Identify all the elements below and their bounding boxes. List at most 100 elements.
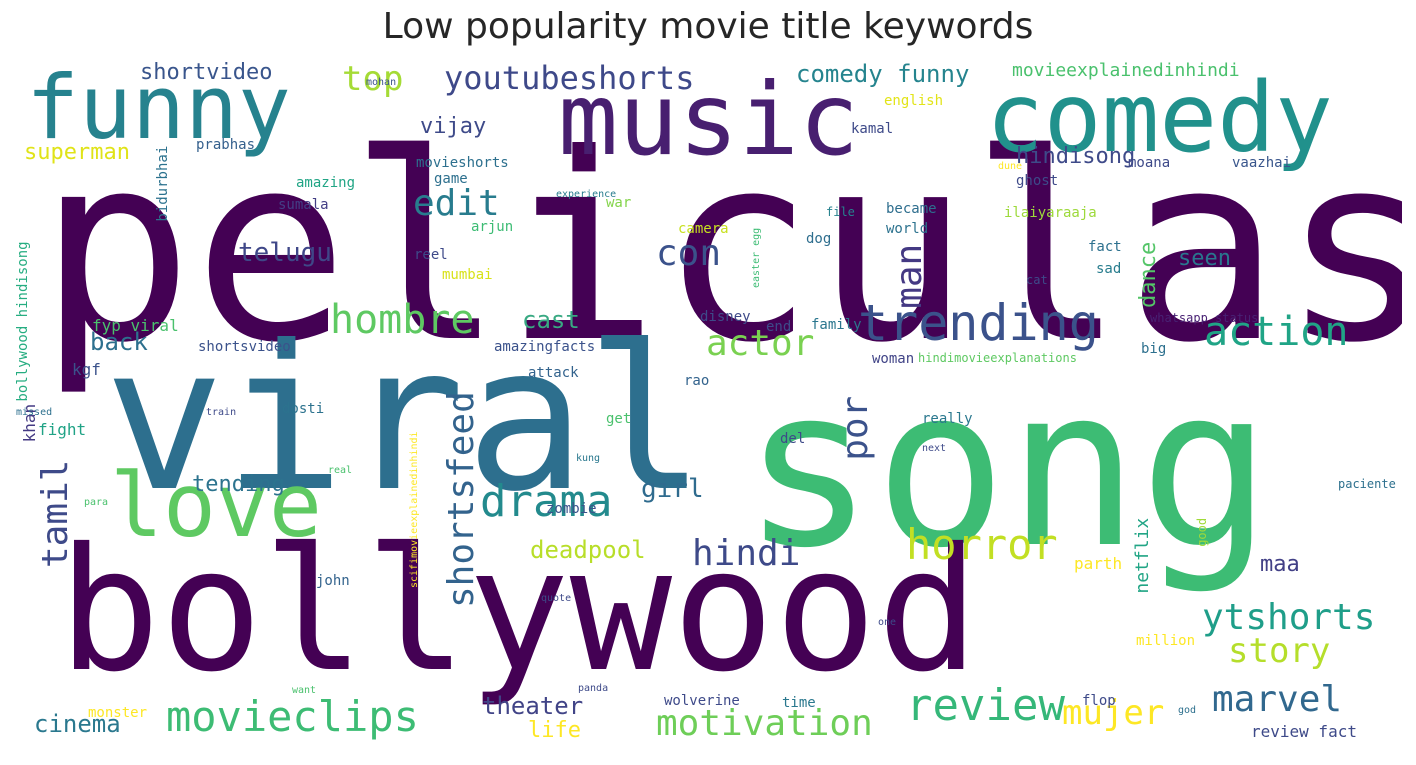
word-woman: woman <box>872 351 915 367</box>
word-big: big <box>1141 341 1167 357</box>
word-fyp-viral: fyp viral <box>92 316 179 335</box>
word-panda: panda <box>578 683 609 694</box>
word-actor: actor <box>706 323 815 364</box>
word-cloud: peliculas song viral bollywood music comedy fu… <box>16 62 1402 754</box>
word-mohan: mohan <box>366 77 397 88</box>
word-world: world <box>886 221 929 237</box>
word-file: file <box>826 205 855 219</box>
word-family: family <box>811 317 862 333</box>
word-vaazhai: vaazhai <box>1232 155 1292 171</box>
word-dune: dune <box>998 161 1023 172</box>
word-bollywood-hindisong: bollywood hindisong <box>16 241 31 402</box>
word-real: real <box>328 465 353 476</box>
word-back: back <box>90 328 148 356</box>
word-por: por <box>835 395 876 461</box>
word-really: really <box>922 411 973 427</box>
word-superman: superman <box>24 140 130 165</box>
word-edit: edit <box>413 183 500 224</box>
word-train: train <box>206 407 237 418</box>
word-cat: cat <box>1026 273 1048 287</box>
word-dog: dog <box>806 231 832 247</box>
word-life: life <box>528 718 581 743</box>
word-horror: horror <box>906 520 1058 569</box>
word-kung: kung <box>576 453 601 464</box>
word-man: man <box>889 243 930 309</box>
word-attack: attack <box>528 365 579 381</box>
word-youtubeshorts: youtubeshorts <box>444 62 695 97</box>
word-hindimovieexplanations: hindimovieexplanations <box>918 351 1077 365</box>
word-war: war <box>606 195 632 211</box>
word-scifimovieexplainedinhindi: scifimovieexplainedinhindi <box>409 431 420 588</box>
word-movieexplainedinhindi: movieexplainedinhindi <box>1012 62 1240 81</box>
word-became: became <box>886 201 937 217</box>
word-cinema: cinema <box>34 710 121 738</box>
word-shortvideo: shortvideo <box>140 62 273 85</box>
word-seen: seen <box>1178 246 1231 271</box>
word-want: want <box>292 685 317 696</box>
word-con: con <box>656 233 722 274</box>
word-kamal: kamal <box>851 121 894 137</box>
word-tending: tending <box>192 472 285 497</box>
word-mujer: mujer <box>1062 693 1165 733</box>
word-trending: trending <box>858 294 1099 352</box>
word-movieshorts: movieshorts <box>416 155 509 171</box>
word-english: english <box>884 93 944 109</box>
word-disney: disney <box>700 309 751 325</box>
word-motivation: motivation <box>656 703 873 744</box>
word-mumbai: mumbai <box>442 267 493 283</box>
word-game: game <box>434 171 468 187</box>
word-music: music <box>558 62 860 178</box>
word-drama: drama <box>480 476 613 527</box>
word-movieclips: movieclips <box>166 692 419 741</box>
word-cast: cast <box>522 306 580 334</box>
word-god: god <box>1178 705 1197 716</box>
word-john: john <box>316 573 350 589</box>
word-sad: sad <box>1096 261 1122 277</box>
word-netflix: netflix <box>1132 517 1153 594</box>
word-prabhas: prabhas <box>196 137 256 153</box>
word-camera: camera <box>678 221 729 237</box>
word-amazing: amazing <box>296 175 356 191</box>
word-hindisong: hindisong <box>1016 144 1136 169</box>
word-kgf: kgf <box>72 360 101 379</box>
word-parth: parth <box>1074 554 1123 573</box>
word-one: one <box>878 617 897 628</box>
word-monster: monster <box>88 705 148 721</box>
word-top: top <box>342 62 404 99</box>
word-amazingfacts: amazingfacts <box>494 339 596 355</box>
word-comedy: comedy <box>986 62 1333 174</box>
word-time: time <box>782 695 816 711</box>
word-bidurbhai: bidurbhai <box>155 145 171 222</box>
word-review-fact: review fact <box>1251 722 1357 741</box>
word-rao: rao <box>684 373 710 389</box>
word-zombie: zombie <box>546 501 597 517</box>
word-vijay: vijay <box>420 114 487 139</box>
word-reel: reel <box>414 247 448 263</box>
word-telugu: telugu <box>238 238 332 268</box>
word-ilaiyaraaja: ilaiyaraaja <box>1004 205 1097 221</box>
word-fight: fight <box>38 420 87 439</box>
word-del: del <box>780 431 806 447</box>
word-bollywood: bollywood <box>58 512 980 710</box>
word-song: song <box>742 340 1272 596</box>
word-end: end <box>766 319 792 335</box>
word-ghost: ghost <box>1016 173 1059 189</box>
word-next: next <box>922 443 947 454</box>
word-shortsvideo: shortsvideo <box>198 339 291 355</box>
word-deadpool: deadpool <box>530 536 646 564</box>
word-paciente: paciente <box>1338 477 1396 491</box>
word-hombre: hombre <box>330 297 475 343</box>
word-ytshorts: ytshorts <box>1202 597 1376 638</box>
word-fact: fact <box>1088 239 1122 255</box>
word-arjun: arjun <box>471 219 514 235</box>
word-girl: girl <box>641 474 704 504</box>
word-shortsfeed: shortsfeed <box>441 391 482 608</box>
word-quote: quote <box>541 593 572 604</box>
word-easter-egg: easter egg <box>751 227 762 288</box>
word-moana: moana <box>1128 155 1171 171</box>
word-flop: flop <box>1082 693 1116 709</box>
word-story: story <box>1228 631 1331 671</box>
word-good: good <box>1195 517 1209 547</box>
word-theater: theater <box>482 692 584 720</box>
word-comedy-funny: comedy funny <box>796 62 970 88</box>
